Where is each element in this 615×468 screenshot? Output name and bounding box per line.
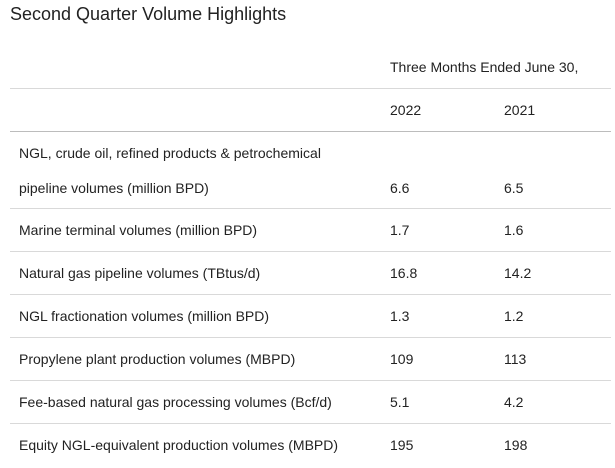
value-2021: 113: [504, 351, 527, 367]
value-2021: 1.2: [504, 308, 524, 324]
table-row: NGL, crude oil, refined products & petro…: [10, 132, 611, 209]
value-2021: 4.2: [504, 394, 524, 410]
table-row: Equity NGL-equivalent production volumes…: [10, 424, 611, 464]
table-row: NGL fractionation volumes (million BPD) …: [10, 295, 611, 338]
row-label-continued: pipeline volumes (million BPD): [19, 180, 209, 196]
table-row: Marine terminal volumes (million BPD) 1.…: [10, 209, 611, 252]
period-header: Three Months Ended June 30,: [390, 59, 579, 75]
volume-highlights-table: Three Months Ended June 30, 2022 2021 NG…: [10, 44, 611, 464]
value-2021: 14.2: [504, 265, 532, 281]
page-title: Second Quarter Volume Highlights: [10, 4, 287, 24]
year-header-2022: 2022: [390, 102, 422, 118]
value-2022: 6.6: [390, 180, 410, 196]
row-label: Propylene plant production volumes (MBPD…: [19, 351, 296, 367]
value-2022: 16.8: [390, 265, 418, 281]
year-header-2021: 2021: [504, 102, 536, 118]
table-row: Propylene plant production volumes (MBPD…: [10, 338, 611, 381]
row-label: Marine terminal volumes (million BPD): [19, 222, 258, 238]
value-2021: 1.6: [504, 222, 524, 238]
value-2021: 198: [504, 437, 528, 453]
value-2021: 6.5: [504, 180, 524, 196]
row-label: Natural gas pipeline volumes (TBtus/d): [19, 265, 261, 281]
value-2022: 5.1: [390, 394, 410, 410]
row-label: Equity NGL-equivalent production volumes…: [19, 437, 339, 453]
table-row: Fee-based natural gas processing volumes…: [10, 381, 611, 424]
value-2022: 1.3: [390, 308, 410, 324]
row-label: NGL fractionation volumes (million BPD): [19, 308, 270, 324]
value-2022: 1.7: [390, 222, 410, 238]
row-label: NGL, crude oil, refined products & petro…: [19, 145, 321, 161]
table-header-row-years: 2022 2021: [10, 89, 611, 132]
value-2022: 109: [390, 351, 414, 367]
value-2022: 195: [390, 437, 414, 453]
table-row: Natural gas pipeline volumes (TBtus/d) 1…: [10, 252, 611, 295]
table-header-row-period: Three Months Ended June 30,: [10, 44, 611, 89]
row-label: Fee-based natural gas processing volumes…: [19, 394, 332, 410]
